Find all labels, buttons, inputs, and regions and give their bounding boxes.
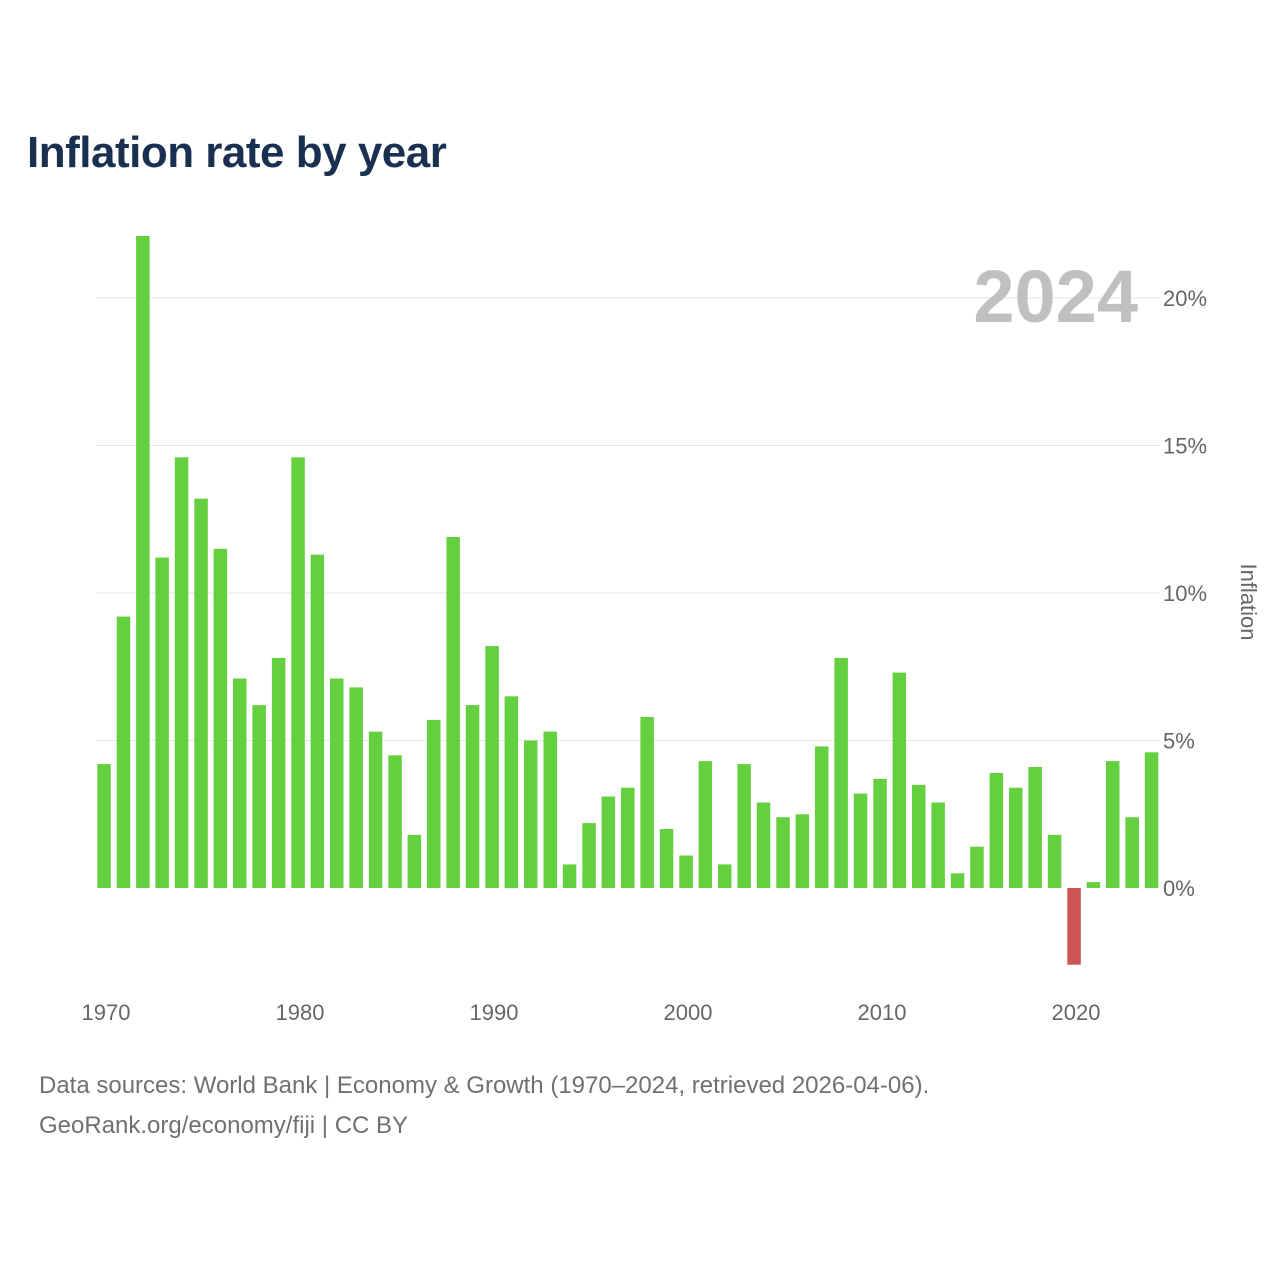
bar-2019[interactable] [1047,834,1062,888]
x-tick-label: 1980 [276,1000,325,1025]
bar-2005[interactable] [776,817,790,888]
y-axis-ticks: 0% 5% 10% 15% 20% [1163,286,1207,901]
bar-1985[interactable] [388,755,402,889]
source-note: Data sources: World Bank | Economy & Gro… [39,1066,929,1146]
source-line-2[interactable]: GeoRank.org/economy/fiji | CC BY [39,1112,409,1139]
bar-1993[interactable] [543,731,558,888]
bar-2010[interactable] [873,778,887,888]
bar-1983[interactable] [349,687,363,888]
bar-2009[interactable] [853,793,868,888]
bar-1984[interactable] [368,731,383,888]
bar-1980[interactable] [291,457,305,888]
bar-2014[interactable] [950,873,965,889]
bar-2002[interactable] [718,864,732,888]
bar-1970[interactable] [97,764,111,888]
bar-2012[interactable] [912,784,926,889]
bar-1997[interactable] [621,787,635,888]
year-watermark: 2024 [973,255,1138,338]
x-tick-label: 1990 [470,1000,519,1025]
source-line-1: Data sources: World Bank | Economy & Gro… [39,1072,930,1099]
bar-2022[interactable] [1106,761,1120,888]
x-tick-label: 2000 [664,1000,713,1025]
x-tick-label: 2020 [1052,1000,1101,1025]
bar-2020[interactable] [1067,888,1081,965]
bar-2015[interactable] [970,846,984,888]
bar-1998[interactable] [640,716,654,888]
bar-2008[interactable] [834,657,848,888]
x-tick-label: 1970 [82,1000,131,1025]
bar-1976[interactable] [213,548,228,889]
bar-2024[interactable] [1144,752,1159,888]
bar-2018[interactable] [1028,767,1042,888]
y-tick-label: 5% [1163,729,1195,754]
bar-2001[interactable] [698,761,713,888]
bar-1989[interactable] [465,705,480,888]
bar-1994[interactable] [562,864,577,888]
y-tick-label: 20% [1163,286,1207,311]
y-tick-label: 0% [1163,876,1195,901]
bar-1988[interactable] [446,537,460,888]
gridlines [96,297,1160,741]
y-tick-label: 10% [1163,581,1207,606]
bar-1995[interactable] [582,823,596,888]
bar-1977[interactable] [233,678,247,889]
bar-1973[interactable] [155,557,169,888]
bar-2000[interactable] [679,855,693,889]
bar-2011[interactable] [892,672,907,888]
bar-1986[interactable] [407,834,422,888]
bar-1972[interactable] [136,236,150,888]
bar-2016[interactable] [989,773,1004,888]
bar-1999[interactable] [659,829,674,888]
x-axis-ticks: 1970 1980 1990 2000 2010 2020 [82,1000,1101,1025]
bar-1971[interactable] [116,616,131,888]
bars [97,236,1159,965]
bar-1978[interactable] [252,705,266,888]
chart-title: Inflation rate by year [27,128,447,177]
bar-1979[interactable] [271,657,286,888]
y-axis-label: Inflation [1236,563,1261,640]
bar-2017[interactable] [1009,787,1023,888]
bar-1991[interactable] [504,696,519,889]
bar-2004[interactable] [756,802,771,889]
bar-1982[interactable] [330,678,344,889]
bar-1974[interactable] [174,457,189,888]
bar-1987[interactable] [427,719,441,888]
bar-1996[interactable] [601,796,616,889]
bar-2013[interactable] [931,802,945,889]
bar-2003[interactable] [737,764,751,888]
bar-2023[interactable] [1125,817,1139,888]
bar-2007[interactable] [815,746,829,888]
bar-1990[interactable] [485,646,499,888]
bar-2006[interactable] [795,814,810,889]
bar-1992[interactable] [524,740,538,889]
bar-1975[interactable] [194,498,208,888]
bar-2021[interactable] [1086,882,1101,888]
x-tick-label: 2010 [858,1000,907,1025]
bar-1981[interactable] [310,554,325,888]
y-tick-label: 15% [1163,434,1207,459]
